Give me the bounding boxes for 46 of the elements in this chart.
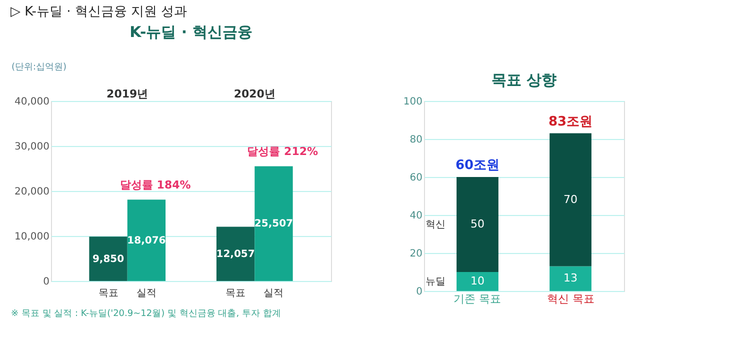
text: 25,507 xyxy=(254,218,294,230)
data-label: 10 xyxy=(470,274,484,288)
y-tick-label: 40,000 xyxy=(14,96,50,108)
bar xyxy=(550,266,592,291)
bar xyxy=(550,133,592,266)
x-tick-label: 2019년 xyxy=(106,88,148,100)
y-tick-label: 80 xyxy=(410,134,422,146)
annotation: 달성률 184% xyxy=(120,178,191,192)
bar xyxy=(254,166,293,281)
total-label: 83조원 xyxy=(548,114,593,130)
series-label: 목표 xyxy=(98,288,118,299)
bar xyxy=(216,226,255,281)
data-label: 50 xyxy=(470,218,484,230)
annotation: 달성률 212% xyxy=(247,145,318,158)
text: 18,076 xyxy=(127,235,166,246)
y-tick-label: 100 xyxy=(403,96,422,108)
bar xyxy=(456,177,498,272)
y-tick-label: 20 xyxy=(410,248,422,260)
y-tick-label: 10,000 xyxy=(14,232,50,242)
data-label: 70 xyxy=(564,192,578,206)
x-tick-label: 기존 목표 xyxy=(454,292,502,306)
y-tick-label: 30,000 xyxy=(14,142,50,152)
chart-title: ▷ K-뉴딜 · 혁신금융 지원 성과 xyxy=(10,4,188,20)
x-tick-label: 2020년 xyxy=(234,88,276,100)
chart-title: 목표 상향 xyxy=(491,71,557,89)
y-tick-label: 60 xyxy=(410,172,422,184)
text: 목표 xyxy=(226,288,246,299)
bar xyxy=(127,200,166,281)
chart-subtitle: K-뉴딜 · 혁신금융 xyxy=(130,23,252,41)
series-label: 뉴딜 xyxy=(425,276,446,288)
series-label: 혁신 xyxy=(425,220,446,230)
bar xyxy=(89,236,128,281)
bar xyxy=(456,272,498,291)
series-label: 실적 xyxy=(136,288,156,299)
data-label: 13 xyxy=(564,272,578,285)
text: 9,850 xyxy=(92,254,124,265)
y-tick-label: 40 xyxy=(410,210,422,222)
y-tick-label: 0 xyxy=(416,286,422,298)
text: 실적 xyxy=(264,288,284,299)
y-axis-title: (단위:십억원) xyxy=(12,62,67,72)
total-label: 60조원 xyxy=(455,158,500,173)
text: 12,057 xyxy=(216,248,255,260)
y-tick-label: 20,000 xyxy=(14,186,50,198)
x-tick-label: 혁신 목표 xyxy=(546,292,594,306)
y-tick-label: 0 xyxy=(43,276,50,288)
text: ※ 목표 및 실적 : K-뉴딜('20.9~12월) 및 혁신금융 대출, 투자 합계 xyxy=(11,309,281,319)
